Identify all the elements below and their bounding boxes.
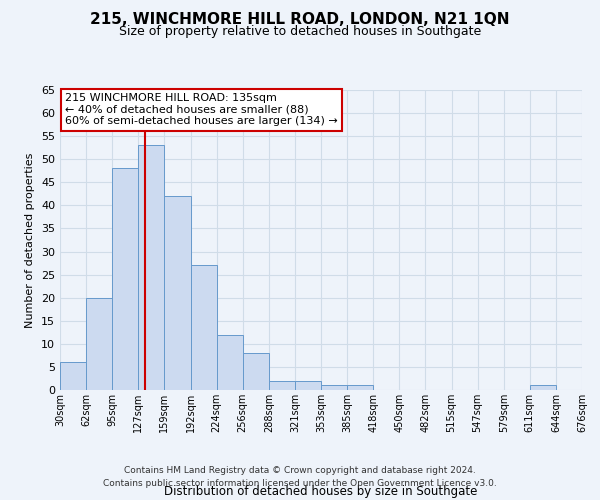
Text: 215, WINCHMORE HILL ROAD, LONDON, N21 1QN: 215, WINCHMORE HILL ROAD, LONDON, N21 1Q… — [90, 12, 510, 28]
Bar — [295, 381, 321, 390]
Bar — [112, 168, 139, 390]
Bar — [164, 196, 191, 390]
Bar — [530, 386, 556, 390]
X-axis label: Distribution of detached houses by size in Southgate: Distribution of detached houses by size … — [164, 485, 478, 498]
Bar — [321, 386, 347, 390]
Text: Contains HM Land Registry data © Crown copyright and database right 2024.
Contai: Contains HM Land Registry data © Crown c… — [103, 466, 497, 487]
Text: 215 WINCHMORE HILL ROAD: 135sqm
← 40% of detached houses are smaller (88)
60% of: 215 WINCHMORE HILL ROAD: 135sqm ← 40% of… — [65, 93, 338, 126]
Bar — [243, 353, 269, 390]
Bar — [60, 362, 86, 390]
Y-axis label: Number of detached properties: Number of detached properties — [25, 152, 35, 328]
Bar — [86, 298, 112, 390]
Bar — [217, 334, 243, 390]
Bar — [269, 381, 295, 390]
Bar — [347, 386, 373, 390]
Bar — [139, 146, 164, 390]
Bar — [191, 266, 217, 390]
Text: Size of property relative to detached houses in Southgate: Size of property relative to detached ho… — [119, 25, 481, 38]
